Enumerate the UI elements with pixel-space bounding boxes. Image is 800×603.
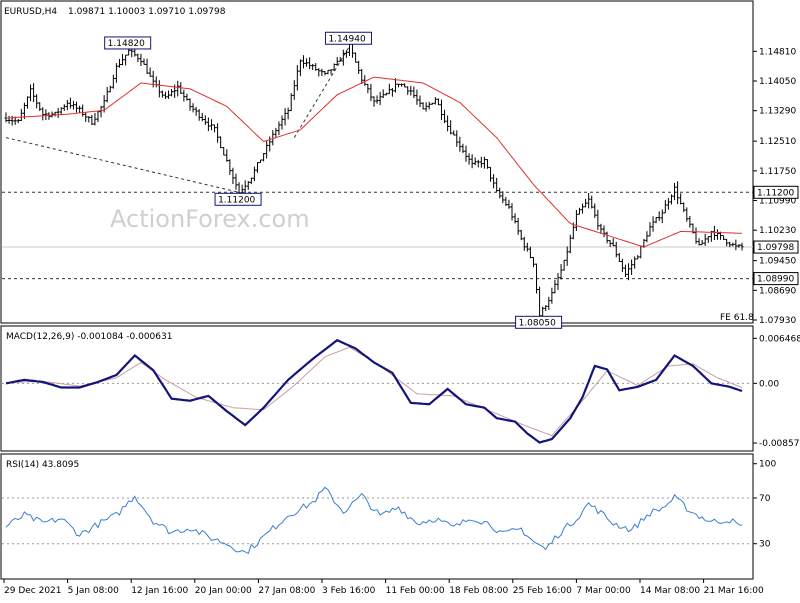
current-price-box bbox=[753, 240, 799, 254]
price-layer: 1.14810 1.14050 1.13290 1.12510 1.11750 1.109… bbox=[2, 31, 799, 329]
x-tick-label: 11 Feb 00:00 bbox=[386, 586, 445, 596]
price-y-tick-label: 1.14810 bbox=[759, 47, 796, 57]
price-y-tick-label: 1.09450 bbox=[759, 257, 796, 267]
trendline-rise bbox=[293, 46, 350, 138]
price-y-tick-label: 1.12510 bbox=[759, 137, 796, 147]
price-y-tick-label: 1.10990 bbox=[759, 197, 796, 207]
macd-signal-line bbox=[5, 346, 743, 437]
annotation-label: 1.11200 bbox=[218, 195, 255, 205]
x-tick-label: 25 Feb 16:00 bbox=[513, 586, 572, 596]
macd-panel-frame bbox=[0, 325, 754, 452]
rsi-label: RSI(14) 43.8095 bbox=[6, 460, 79, 470]
annotation-box bbox=[324, 31, 372, 45]
rsi-y-tick-label: 100 bbox=[759, 460, 776, 470]
x-tick-label: 18 Feb 08:00 bbox=[449, 586, 508, 596]
annotation-label: 1.14820 bbox=[108, 39, 145, 49]
rsi-panel-frame bbox=[0, 453, 754, 580]
x-tick-label: 14 Mar 08:00 bbox=[640, 586, 700, 596]
price-y-tick-label: 1.07930 bbox=[759, 316, 796, 326]
macd-line bbox=[5, 338, 743, 444]
sma-line bbox=[5, 76, 743, 248]
rsi-line bbox=[5, 486, 743, 555]
macd-y-tick-label: 0.00 bbox=[759, 379, 779, 389]
x-tick-label: 27 Jan 08:00 bbox=[258, 586, 315, 596]
watermark: ActionForex.com bbox=[110, 205, 310, 233]
x-tick-label: 21 Mar 16:00 bbox=[704, 586, 764, 596]
price-panel-frame bbox=[0, 0, 754, 324]
header-symbol: EURUSD,H4 bbox=[4, 7, 57, 17]
x-tick-label: 3 Feb 16:00 bbox=[322, 586, 376, 596]
x-tick-label: 29 Dec 2021 bbox=[4, 586, 62, 596]
macd-y-tick-label: -0.008573 bbox=[759, 439, 800, 449]
macd-y-tick-label: 0.006468 bbox=[759, 334, 800, 344]
rsi-layer: 100 70 30 bbox=[2, 460, 776, 555]
annotation-box bbox=[104, 36, 152, 50]
annotation-box bbox=[214, 192, 262, 206]
x-tick-label: 7 Mar 00:00 bbox=[576, 586, 631, 596]
annotation-label: 1.08050 bbox=[519, 318, 556, 328]
level-box bbox=[753, 185, 799, 199]
rsi-y-tick-label: 70 bbox=[759, 494, 771, 504]
macd-label: MACD(12,26,9) -0.001084 -0.000631 bbox=[6, 332, 172, 342]
x-tick-label: 5 Jan 08:00 bbox=[68, 586, 120, 596]
price-y-tick-label: 1.08690 bbox=[759, 286, 796, 296]
level-label: 1.08990 bbox=[757, 275, 794, 285]
x-axis: 29 Dec 2021 5 Jan 08:00 12 Jan 16:00 20 Jan… bbox=[3, 579, 764, 596]
header-ohlc: 1.09871 1.10003 1.09710 1.09798 bbox=[68, 7, 226, 17]
x-tick-label: 12 Jan 16:00 bbox=[131, 586, 188, 596]
level-label: 1.11200 bbox=[757, 188, 794, 198]
annotation-label: 1.14940 bbox=[328, 34, 365, 44]
level-box bbox=[753, 272, 799, 286]
x-tick-label: 20 Jan 00:00 bbox=[195, 586, 252, 596]
trendline-support bbox=[5, 137, 240, 193]
macd-layer: 0.006468 0.00 -0.008573 bbox=[2, 334, 800, 449]
rsi-y-tick-label: 30 bbox=[759, 540, 771, 550]
level-label: 1.09798 bbox=[757, 243, 794, 253]
fe-note: FE 61.8 bbox=[720, 313, 754, 323]
annotation-box bbox=[515, 315, 563, 329]
price-y-tick-label: 1.14050 bbox=[759, 77, 796, 87]
price-y-tick-label: 1.11750 bbox=[759, 167, 796, 177]
price-y-tick-label: 1.13290 bbox=[759, 107, 796, 117]
price-y-tick-label: 1.10230 bbox=[759, 226, 796, 236]
